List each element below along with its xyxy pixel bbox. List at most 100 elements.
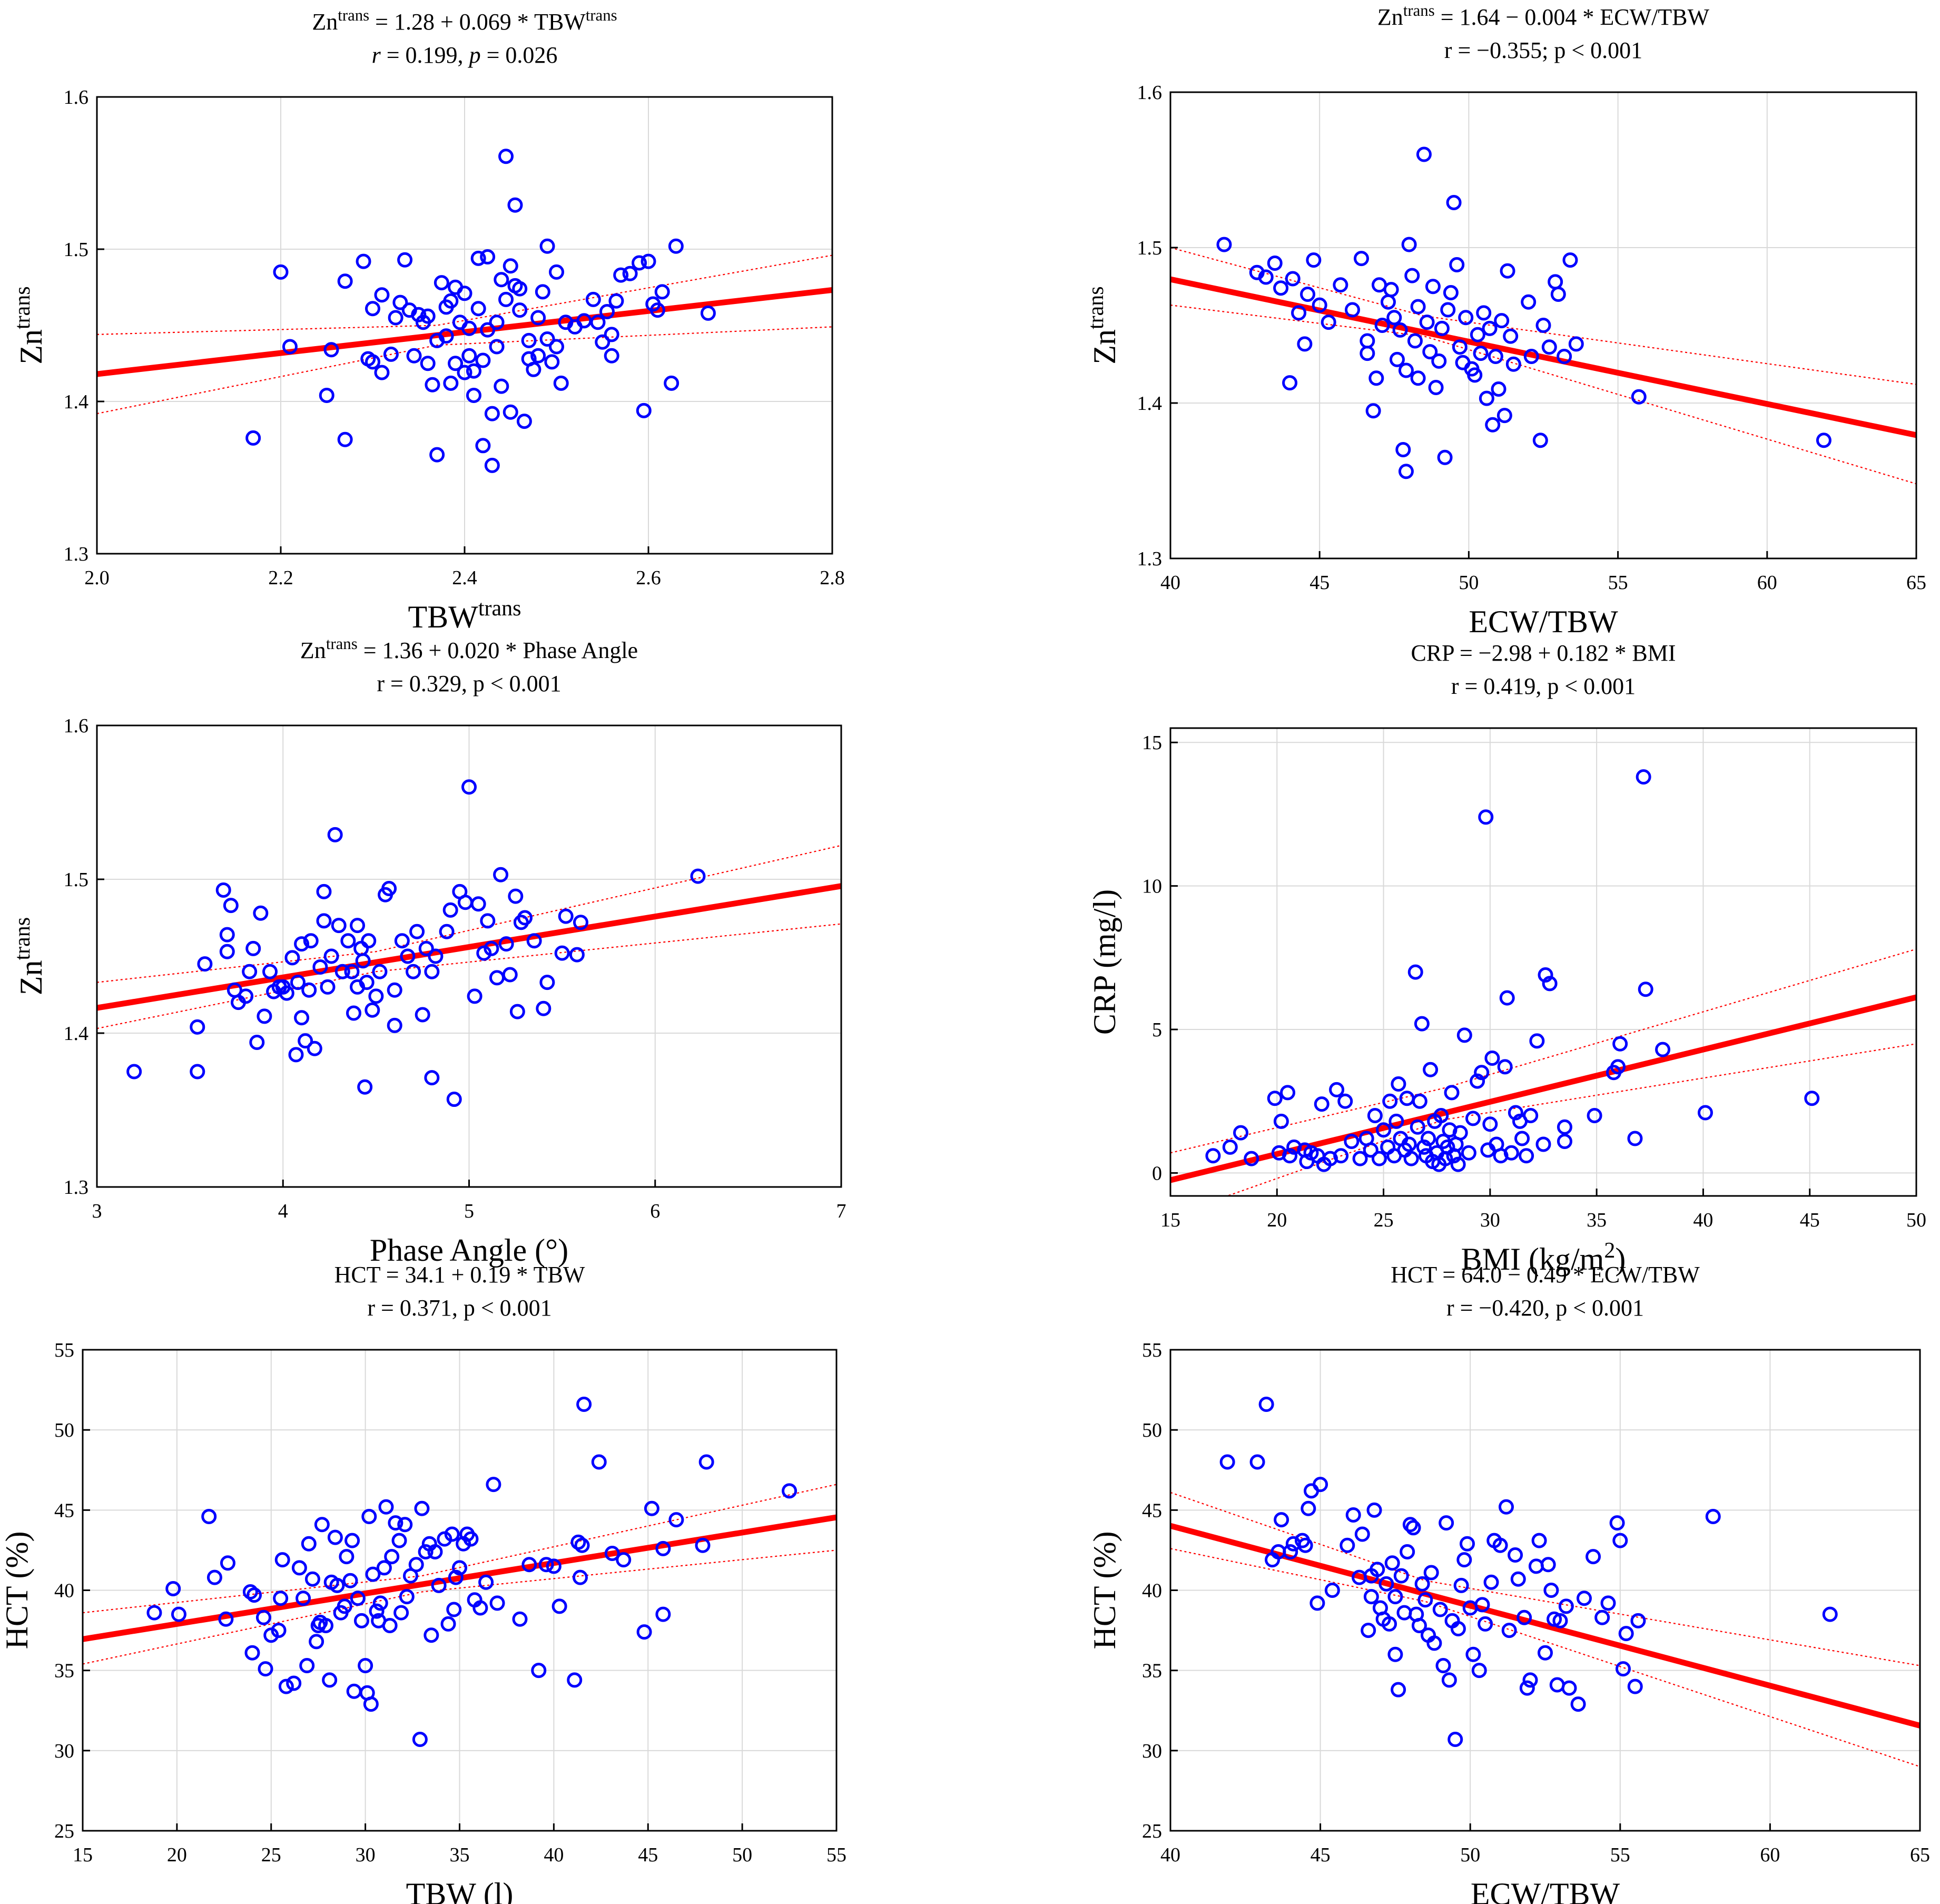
data-point xyxy=(1398,464,1414,479)
data-point xyxy=(406,348,422,364)
data-point xyxy=(397,252,413,268)
data-point xyxy=(1549,1677,1565,1693)
data-point xyxy=(452,1560,467,1576)
x-tick-label: 50 xyxy=(1459,572,1479,594)
data-point xyxy=(655,1540,671,1556)
data-point xyxy=(1428,380,1444,395)
data-points xyxy=(1216,146,1831,479)
data-points xyxy=(126,779,706,1107)
data-point xyxy=(409,924,425,939)
y-axis-label: HCT (%) xyxy=(0,1532,34,1650)
data-point xyxy=(1548,274,1563,290)
data-point xyxy=(1615,1661,1631,1677)
data-point xyxy=(503,258,518,274)
chart-panel-6: 40 45 50 55 60 65 25 30 35 40 45 50 55 ECW/TBW HCT (%)… xyxy=(1087,1262,1930,1904)
x-tick-label: 45 xyxy=(1800,1209,1820,1231)
data-point xyxy=(356,253,371,269)
data-point xyxy=(393,1605,409,1621)
y-tick-label: 45 xyxy=(1142,1499,1162,1522)
data-point xyxy=(1376,1122,1392,1138)
data-point xyxy=(1514,1131,1530,1146)
data-point xyxy=(1497,1059,1513,1075)
data-point xyxy=(1482,320,1498,336)
data-point xyxy=(1594,1609,1610,1625)
chart-panel-4: 15 20 25 30 35 40 45 50 0 5 10 15 BMI (kg/m2) CRP (mg… xyxy=(1087,640,1926,1277)
data-point xyxy=(695,1537,711,1553)
data-point xyxy=(1387,1589,1403,1605)
data-point xyxy=(312,959,328,975)
data-point xyxy=(365,301,380,317)
y-tick-label: 1.4 xyxy=(64,1023,89,1045)
data-point xyxy=(190,1064,205,1079)
data-point xyxy=(654,284,670,300)
data-point xyxy=(1403,1151,1419,1166)
y-axis-label: Zntrans xyxy=(1084,286,1122,364)
y-tick-label: 55 xyxy=(54,1339,74,1361)
data-point xyxy=(1416,146,1432,162)
data-point xyxy=(1501,1623,1517,1638)
data-point xyxy=(1447,1732,1463,1748)
data-point xyxy=(388,310,403,326)
data-point xyxy=(425,377,440,392)
data-point xyxy=(262,964,278,979)
data-point xyxy=(220,1555,235,1571)
data-point xyxy=(365,354,380,370)
plot-area xyxy=(1169,91,1917,560)
data-point xyxy=(1297,1537,1313,1553)
data-point xyxy=(412,1732,428,1748)
data-point xyxy=(1258,1396,1274,1412)
x-tick-label: 5 xyxy=(464,1200,474,1222)
data-point xyxy=(521,332,537,348)
data-point xyxy=(365,1002,380,1018)
data-point xyxy=(521,1557,537,1573)
data-point xyxy=(553,375,569,391)
data-point xyxy=(539,331,555,347)
data-point xyxy=(1398,362,1414,378)
data-point xyxy=(484,457,500,473)
data-point xyxy=(1361,1623,1376,1638)
x-tick-label: 45 xyxy=(638,1844,658,1866)
data-point xyxy=(1516,1609,1532,1625)
data-point xyxy=(1273,1113,1289,1129)
data-point xyxy=(1568,336,1584,352)
data-point xyxy=(1387,1646,1403,1662)
data-point xyxy=(512,1611,528,1627)
data-point xyxy=(554,945,570,961)
data-point xyxy=(424,1070,440,1086)
data-point xyxy=(1609,1515,1625,1531)
data-point xyxy=(1523,1107,1539,1123)
gridlines xyxy=(1170,1350,1920,1831)
data-point xyxy=(1453,1577,1469,1593)
data-point xyxy=(1557,349,1572,364)
data-point xyxy=(301,1536,317,1552)
data-point xyxy=(1552,1613,1568,1628)
data-point xyxy=(1456,1552,1472,1568)
data-point xyxy=(1482,1116,1498,1132)
data-point xyxy=(327,1529,343,1545)
data-point xyxy=(1505,356,1521,372)
data-point xyxy=(1627,1131,1643,1146)
data-point xyxy=(314,1517,330,1533)
y-tick-label: 25 xyxy=(1142,1820,1162,1842)
data-point xyxy=(1474,1065,1490,1081)
data-point xyxy=(383,346,399,362)
data-point xyxy=(489,339,505,355)
data-point xyxy=(472,1600,488,1616)
data-point xyxy=(1636,769,1651,785)
data-point xyxy=(1312,297,1327,313)
data-point xyxy=(457,895,473,910)
confidence-band-lower xyxy=(97,923,841,1029)
data-points xyxy=(1219,1396,1838,1748)
data-point xyxy=(1499,990,1515,1006)
data-point xyxy=(1465,1646,1481,1662)
data-point xyxy=(1822,1606,1838,1622)
data-point xyxy=(1249,1454,1265,1470)
data-point xyxy=(1368,370,1384,386)
confidence-band-lower xyxy=(83,1549,836,1665)
data-point xyxy=(1419,315,1435,330)
chart-title-line-2: r = 0.419, p < 0.001 xyxy=(1451,673,1636,699)
data-point xyxy=(475,352,491,368)
data-point xyxy=(1638,982,1653,997)
data-point xyxy=(480,322,496,338)
data-point xyxy=(359,975,375,990)
